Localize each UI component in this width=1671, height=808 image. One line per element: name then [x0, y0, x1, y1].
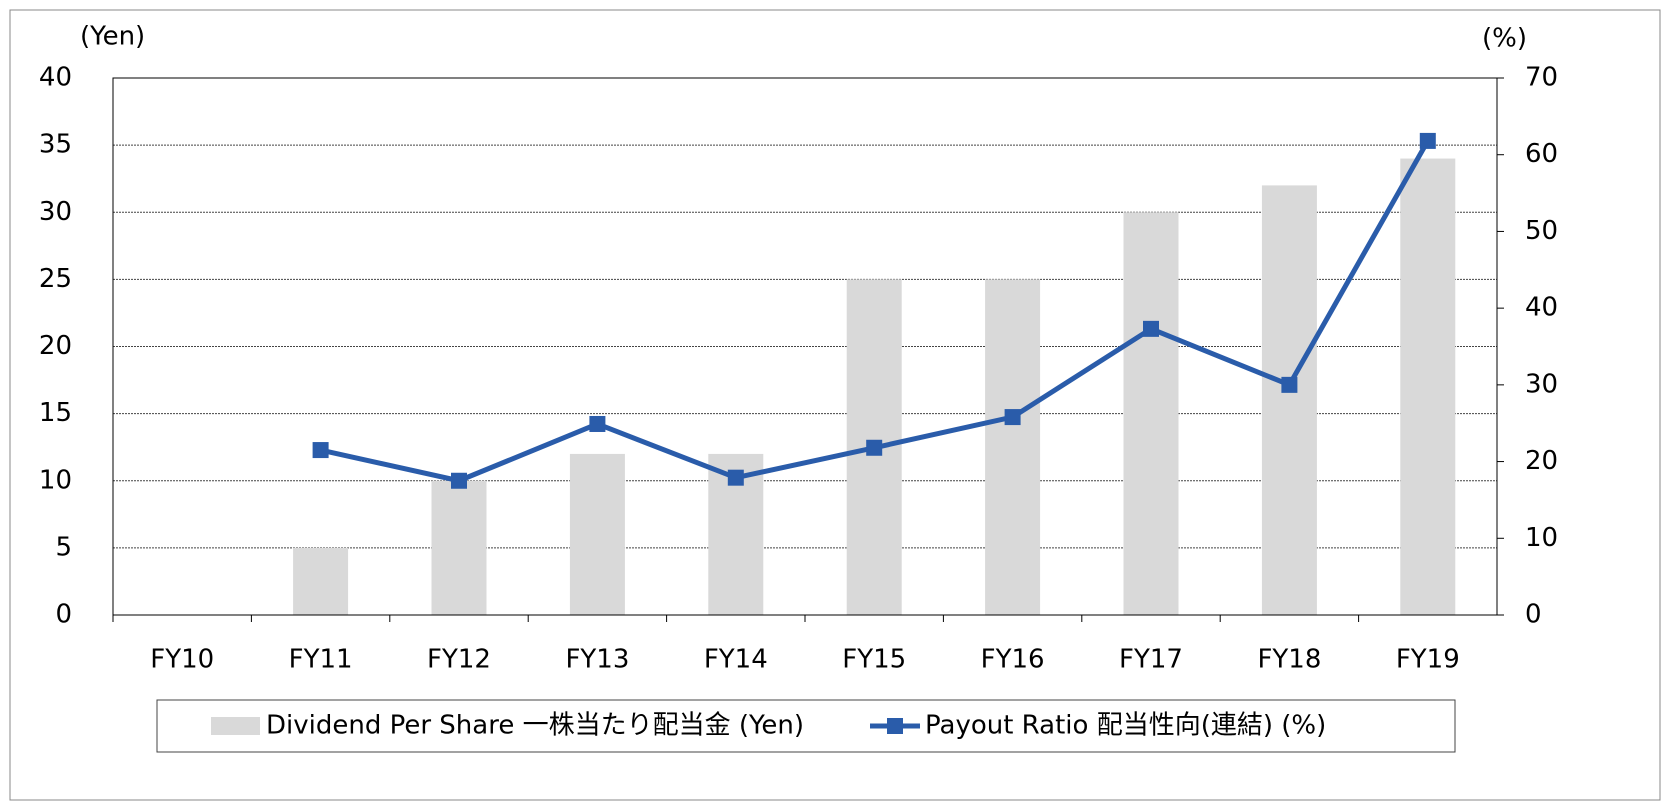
bar	[1261, 185, 1317, 615]
y-axis-label: (Yen)	[80, 22, 145, 52]
x-tick-label: FY12	[427, 645, 491, 675]
y2-axis-label: (%)	[1482, 24, 1527, 54]
y-tick-label: 25	[39, 264, 72, 294]
y-tick-label: 0	[55, 600, 72, 630]
y-tick-label: 30	[39, 197, 72, 227]
marker	[312, 442, 329, 459]
y2-tick-label: 60	[1525, 139, 1558, 169]
legend-marker	[887, 718, 903, 734]
y-tick-label: 15	[39, 398, 72, 428]
x-tick-label: FY19	[1396, 645, 1460, 675]
y2-tick-label: 10	[1525, 523, 1558, 553]
marker	[1281, 376, 1298, 393]
legend-box	[156, 699, 1456, 753]
y2-tick-label: 70	[1525, 63, 1558, 93]
y-tick-label: 10	[39, 465, 72, 495]
marker	[727, 469, 744, 486]
x-tick-label: FY14	[704, 645, 768, 675]
bar	[569, 453, 625, 615]
marker	[866, 439, 883, 456]
x-tick-label: FY10	[150, 645, 214, 675]
x-tick-label: FY16	[981, 645, 1045, 675]
x-tick-label: FY18	[1257, 645, 1321, 675]
y-tick-label: 35	[39, 130, 72, 160]
y2-tick-label: 40	[1525, 293, 1558, 323]
y2-tick-label: 30	[1525, 369, 1558, 399]
chart-frame	[9, 9, 1661, 801]
y2-tick-label: 0	[1525, 600, 1542, 630]
y2-tick-label: 50	[1525, 216, 1558, 246]
y-tick-label: 5	[55, 532, 72, 562]
marker	[1419, 132, 1436, 149]
x-tick-label: FY15	[842, 645, 906, 675]
bar	[431, 480, 487, 615]
bar	[985, 279, 1041, 615]
marker	[1143, 320, 1159, 337]
y2-tick-label: 20	[1525, 446, 1558, 476]
legend-swatch	[211, 717, 260, 735]
x-tick-label: FY13	[565, 645, 629, 675]
marker	[589, 415, 606, 432]
bar	[293, 547, 349, 615]
bar	[1123, 212, 1179, 615]
legend-label: Dividend Per Share 一株当たり配当金 (Yen)	[266, 711, 804, 741]
marker	[451, 472, 467, 489]
legend-label: Payout Ratio 配当性向(連結) (%)	[925, 711, 1326, 741]
x-tick-label: FY17	[1119, 645, 1183, 675]
marker	[1004, 409, 1021, 426]
plot-frame	[112, 77, 1498, 616]
bar	[1400, 158, 1456, 616]
y-tick-label: 20	[39, 331, 72, 361]
x-tick-label: FY11	[289, 645, 353, 675]
y-tick-label: 40	[39, 63, 72, 93]
